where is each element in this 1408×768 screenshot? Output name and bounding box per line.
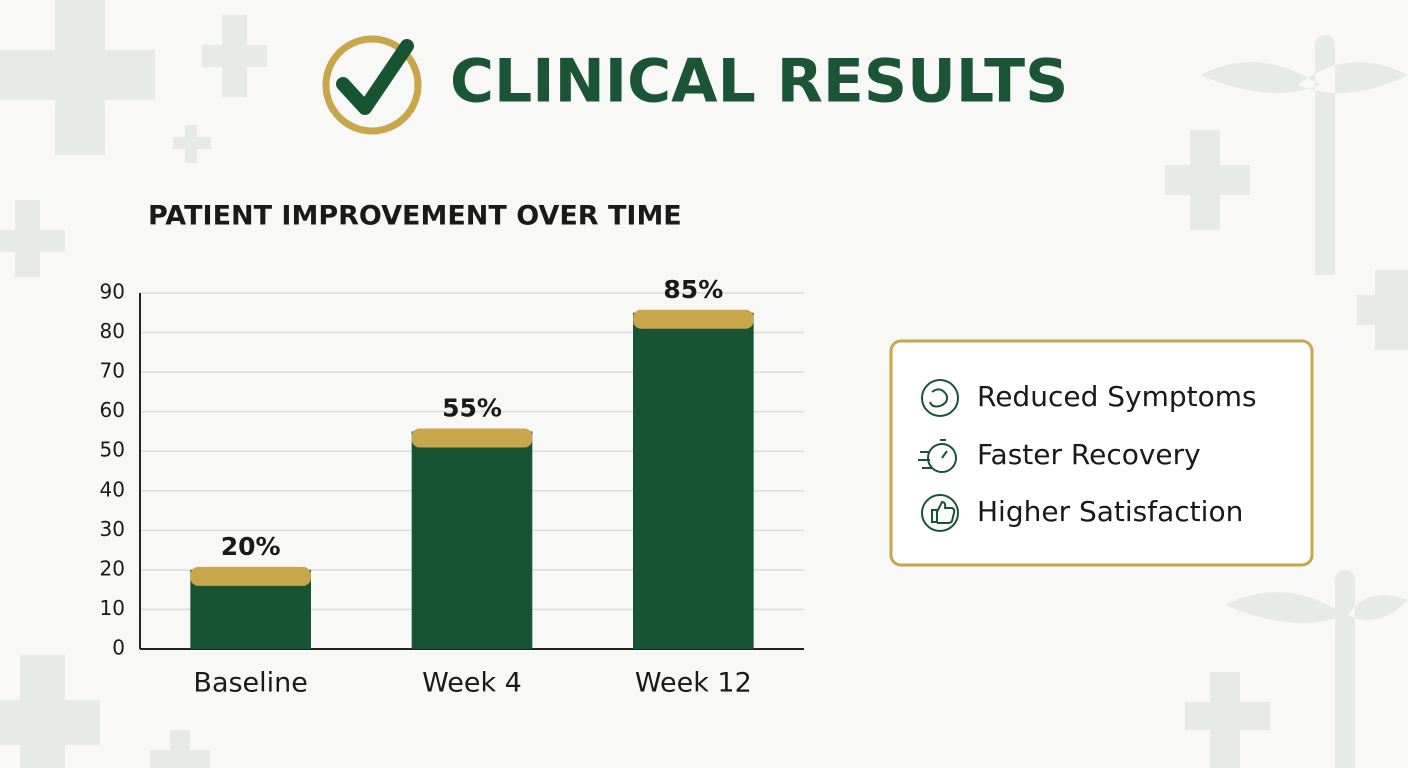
y-tick-label: 90	[100, 280, 125, 304]
x-tick-label: Week 12	[635, 668, 752, 699]
x-tick-label: Baseline	[193, 668, 307, 699]
highlight-icon	[918, 379, 959, 532]
y-tick-label: 40	[100, 477, 125, 501]
highlight-text: Faster Recovery	[977, 438, 1201, 471]
title-icon	[322, 35, 422, 135]
y-tick-label: 50	[100, 438, 125, 462]
chart-title: PATIENT IMPROVEMENT OVER TIME	[148, 201, 682, 232]
x-tick-label: Week 4	[422, 668, 522, 699]
bar	[411, 431, 533, 649]
y-tick-label: 70	[100, 359, 125, 383]
bar-cap	[411, 428, 533, 448]
y-tick-label: 60	[100, 398, 125, 422]
highlight-text: Reduced Symptoms	[977, 380, 1257, 413]
highlight-text: Higher Satisfaction	[977, 495, 1243, 528]
y-tick-label: 30	[100, 517, 125, 541]
value-label: 85%	[663, 275, 723, 304]
value-label: 55%	[442, 393, 502, 422]
bar-cap	[633, 309, 754, 329]
y-tick-label: 80	[100, 319, 125, 343]
bar-cap	[190, 566, 311, 586]
value-label: 20%	[221, 532, 281, 561]
bar	[633, 312, 754, 649]
page-title: CLINICAL RESULTS	[450, 47, 1068, 117]
y-tick-label: 20	[100, 556, 125, 580]
y-tick-label: 10	[100, 596, 125, 620]
highlights-box	[889, 339, 1314, 567]
y-tick-label: 0	[112, 636, 125, 660]
